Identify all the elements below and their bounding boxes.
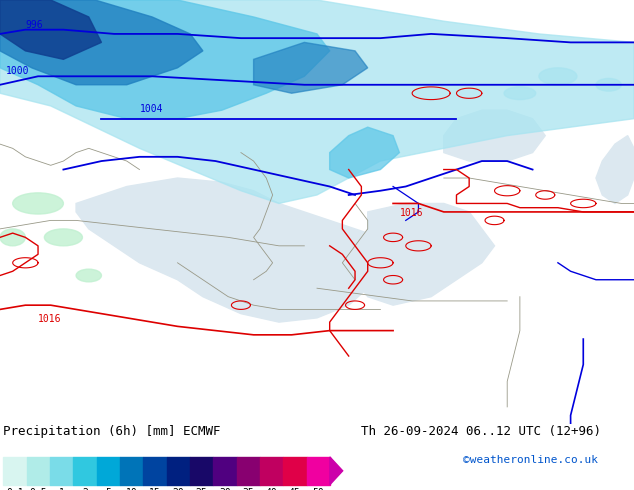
Text: 1000: 1000 <box>6 66 30 76</box>
Text: 50: 50 <box>313 488 324 490</box>
Polygon shape <box>330 457 343 485</box>
Text: 40: 40 <box>266 488 278 490</box>
Text: 10: 10 <box>126 488 138 490</box>
Text: 996: 996 <box>25 20 43 30</box>
Bar <box>190 457 213 485</box>
Text: Th 26-09-2024 06..12 UTC (12+96): Th 26-09-2024 06..12 UTC (12+96) <box>361 424 602 438</box>
Ellipse shape <box>0 229 25 246</box>
Ellipse shape <box>44 229 82 246</box>
Text: 15: 15 <box>149 488 161 490</box>
Text: Precipitation (6h) [mm] ECMWF: Precipitation (6h) [mm] ECMWF <box>3 424 221 438</box>
Bar <box>96 457 120 485</box>
Bar <box>143 457 167 485</box>
Text: 2: 2 <box>82 488 87 490</box>
Ellipse shape <box>504 87 536 99</box>
Text: ©weatheronline.co.uk: ©weatheronline.co.uk <box>463 455 598 465</box>
Polygon shape <box>254 43 368 93</box>
Text: 1: 1 <box>58 488 65 490</box>
Polygon shape <box>355 203 495 305</box>
Bar <box>306 457 330 485</box>
Text: 0.5: 0.5 <box>29 488 47 490</box>
Bar <box>120 457 143 485</box>
Polygon shape <box>0 0 203 85</box>
Text: 25: 25 <box>196 488 207 490</box>
Text: 45: 45 <box>289 488 301 490</box>
Polygon shape <box>0 0 330 119</box>
Bar <box>73 457 96 485</box>
Polygon shape <box>444 110 545 161</box>
Text: 0.1: 0.1 <box>6 488 23 490</box>
Text: 1016: 1016 <box>38 314 61 324</box>
Text: 35: 35 <box>242 488 254 490</box>
Bar <box>167 457 190 485</box>
Ellipse shape <box>76 269 101 282</box>
Bar <box>3 457 27 485</box>
Text: 1016: 1016 <box>399 208 423 218</box>
Bar <box>27 457 50 485</box>
Polygon shape <box>596 136 634 203</box>
Polygon shape <box>0 0 101 59</box>
Ellipse shape <box>13 193 63 214</box>
Bar <box>213 457 236 485</box>
Text: 5: 5 <box>105 488 111 490</box>
Bar <box>260 457 283 485</box>
Polygon shape <box>0 0 634 203</box>
Text: 20: 20 <box>172 488 184 490</box>
Polygon shape <box>330 127 399 178</box>
Text: 30: 30 <box>219 488 231 490</box>
Polygon shape <box>76 178 393 322</box>
Bar <box>50 457 73 485</box>
Bar <box>236 457 260 485</box>
Bar <box>283 457 306 485</box>
Ellipse shape <box>539 68 577 85</box>
Text: 1004: 1004 <box>139 104 163 115</box>
Ellipse shape <box>596 78 621 91</box>
